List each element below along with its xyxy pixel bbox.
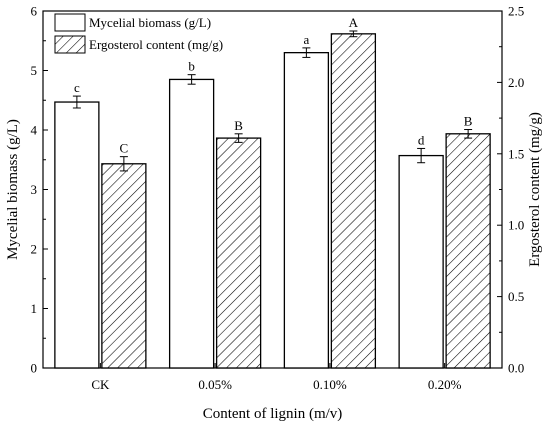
significance-label-ergosterol-content: B: [464, 114, 473, 129]
significance-label-mycelial-biomass: c: [74, 80, 80, 95]
y-tick-label: 3: [31, 182, 38, 197]
legend-label-mycelial-biomass: Mycelial biomass (g/L): [89, 15, 211, 30]
y-tick-label: 6: [31, 4, 38, 19]
y2-tick-label: 0.0: [508, 361, 524, 376]
bar-ergosterol-content: [215, 137, 262, 369]
y-tick-label: 5: [31, 63, 38, 78]
significance-label-ergosterol-content: A: [349, 15, 359, 30]
significance-label-mycelial-biomass: b: [188, 59, 195, 74]
y2-tick-label: 1.0: [508, 218, 524, 233]
bar-mycelial-biomass: [283, 52, 330, 369]
y2-tick-label: 2.5: [508, 4, 524, 19]
bar-mycelial-biomass: [168, 78, 215, 369]
y-axis-title: Mycelial biomass (g/L): [5, 119, 21, 260]
y2-tick-label: 0.5: [508, 289, 524, 304]
bar-ergosterol-content: [101, 163, 147, 369]
legend-swatch-mycelial-biomass: [54, 13, 86, 32]
legend-label-ergosterol-content: Ergosterol content (mg/g): [89, 37, 223, 52]
x-tick-label: 0.10%: [313, 377, 347, 392]
bar-mycelial-biomass: [54, 101, 100, 369]
legend: Mycelial biomass (g/L) Ergosterol conten…: [54, 13, 223, 54]
bar-ergosterol-content: [445, 133, 491, 369]
y2-tick-label: 2.0: [508, 75, 524, 90]
y-tick-label: 1: [31, 301, 38, 316]
y-tick-label: 0: [31, 361, 38, 376]
significance-label-ergosterol-content: B: [234, 118, 243, 133]
x-tick-label: CK: [91, 377, 110, 392]
y-tick-label: 4: [31, 123, 38, 138]
y2-tick-label: 1.5: [508, 146, 524, 161]
legend-swatch-ergosterol-content: [54, 35, 86, 54]
significance-label-mycelial-biomass: a: [303, 32, 309, 47]
significance-label-ergosterol-content: C: [120, 141, 129, 156]
bar-ergosterol-content: [330, 33, 377, 369]
significance-label-mycelial-biomass: d: [418, 132, 425, 147]
y-tick-label: 2: [31, 242, 38, 257]
bar-mycelial-biomass: [398, 154, 444, 369]
x-tick-label: 0.20%: [428, 377, 462, 392]
x-axis-title: Content of lignin (m/v): [203, 406, 343, 422]
x-tick-label: 0.05%: [198, 377, 232, 392]
y2-axis-title: Ergosterol content (mg/g): [527, 112, 543, 267]
